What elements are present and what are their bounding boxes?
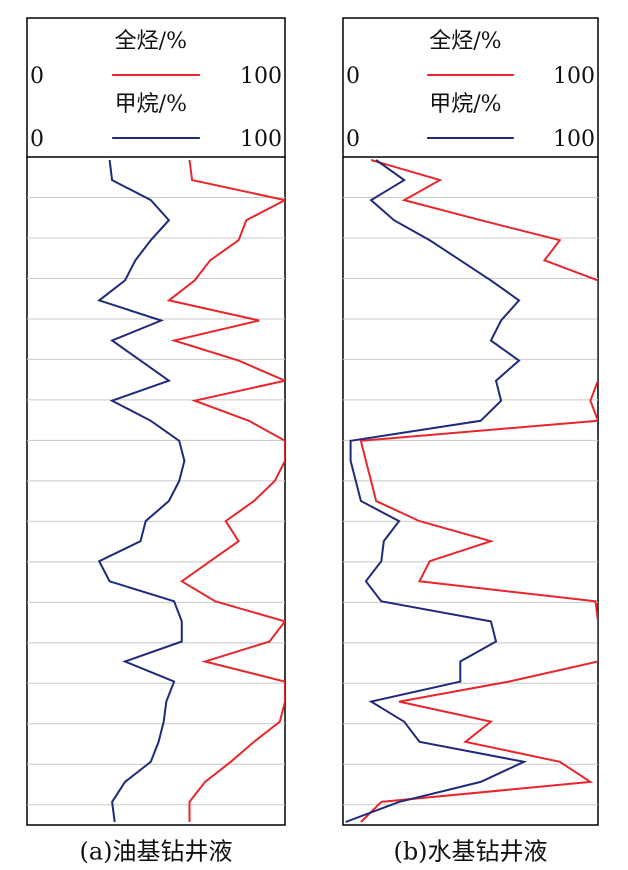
series-line [345, 159, 528, 823]
x-tick-label: 0 [346, 64, 360, 89]
series-line [97, 159, 186, 823]
series-line [359, 159, 598, 823]
legend-name: 甲烷/% [429, 92, 501, 117]
legend-name: 全烃/% [429, 29, 501, 54]
x-tick-label: 100 [240, 64, 282, 89]
x-tick-label: 100 [553, 127, 595, 152]
panel-frame [26, 17, 286, 826]
x-tick-label: 0 [346, 127, 360, 152]
x-tick-label: 0 [30, 127, 44, 152]
legend-name: 甲烷/% [115, 92, 187, 117]
legend-name: 全烃/% [115, 29, 187, 54]
x-tick-label: 100 [240, 127, 282, 152]
x-tick-label: 100 [553, 64, 595, 89]
panel-caption: (b)水基钻井液 [393, 838, 547, 866]
x-tick-label: 0 [30, 64, 44, 89]
series-line [166, 159, 285, 822]
panel-caption: (a)油基钻井液 [79, 838, 232, 866]
